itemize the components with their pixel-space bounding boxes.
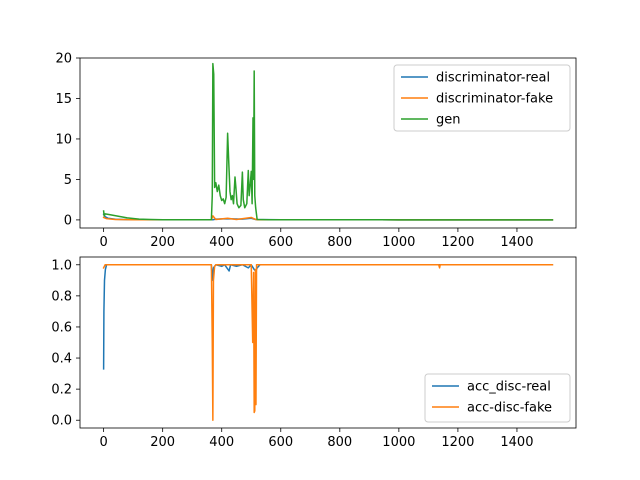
x-tick-label: 0 bbox=[99, 235, 107, 250]
y-tick-label: 5 bbox=[64, 173, 72, 188]
axes-frame bbox=[79, 57, 577, 229]
legend-label-acc-disc-fake: acc-disc-fake bbox=[467, 401, 552, 416]
series-line-gen bbox=[102, 62, 554, 221]
legend: discriminator-real discriminator-fake gen bbox=[393, 64, 571, 132]
x-tick-label: 600 bbox=[268, 235, 293, 250]
legend-box bbox=[424, 373, 571, 423]
chart-panel-2: 0 200 400 600 800 1000 1200 1400 0.0 0.2 0.4 0.6 0.8… bbox=[51, 256, 577, 450]
y-tick-label: 1.0 bbox=[51, 258, 72, 273]
x-tick-label: 1400 bbox=[500, 435, 533, 450]
y-tick-label: 15 bbox=[55, 92, 72, 107]
x-tick-label: 200 bbox=[150, 235, 175, 250]
legend-label-discriminator-fake: discriminator-fake bbox=[436, 92, 553, 107]
y-tick-label: 0.4 bbox=[51, 352, 72, 367]
x-tick-label: 600 bbox=[268, 435, 293, 450]
legend-label-discriminator-real: discriminator-real bbox=[436, 71, 550, 86]
y-tick-label: 0.0 bbox=[51, 414, 72, 429]
y-tick-label: 0.6 bbox=[51, 320, 72, 335]
y-tick-label: 0 bbox=[64, 213, 72, 228]
x-tick-label: 1400 bbox=[500, 235, 533, 250]
x-tick-label: 800 bbox=[327, 235, 352, 250]
y-tick-label: 0.8 bbox=[51, 289, 72, 304]
series-group bbox=[102, 62, 554, 221]
y-tick-label: 20 bbox=[55, 52, 72, 67]
x-tick-label: 0 bbox=[99, 435, 107, 450]
x-tick-label: 800 bbox=[327, 435, 352, 450]
x-tick-label: 200 bbox=[150, 435, 175, 450]
legend: acc_disc-real acc-disc-fake bbox=[424, 373, 571, 423]
x-tick-label: 400 bbox=[209, 235, 234, 250]
axes-frame bbox=[79, 256, 577, 429]
x-tick-label: 1000 bbox=[382, 435, 415, 450]
legend-label-acc_disc-real: acc_disc-real bbox=[467, 380, 551, 395]
x-tick-label: 1200 bbox=[441, 235, 474, 250]
series-line-acc-disc-fake bbox=[102, 264, 554, 421]
x-tick-label: 1200 bbox=[441, 435, 474, 450]
x-tick-label: 400 bbox=[209, 435, 234, 450]
y-tick-label: 0.2 bbox=[51, 383, 72, 398]
chart-panel-1: 0 200 400 600 800 1000 1200 1400 0 5 10 15 20 discrim… bbox=[55, 52, 577, 250]
series-group bbox=[102, 264, 554, 421]
legend-label-gen: gen bbox=[436, 113, 461, 128]
legend-box bbox=[393, 64, 571, 132]
x-tick-label: 1000 bbox=[382, 235, 415, 250]
y-tick-label: 10 bbox=[55, 132, 72, 147]
